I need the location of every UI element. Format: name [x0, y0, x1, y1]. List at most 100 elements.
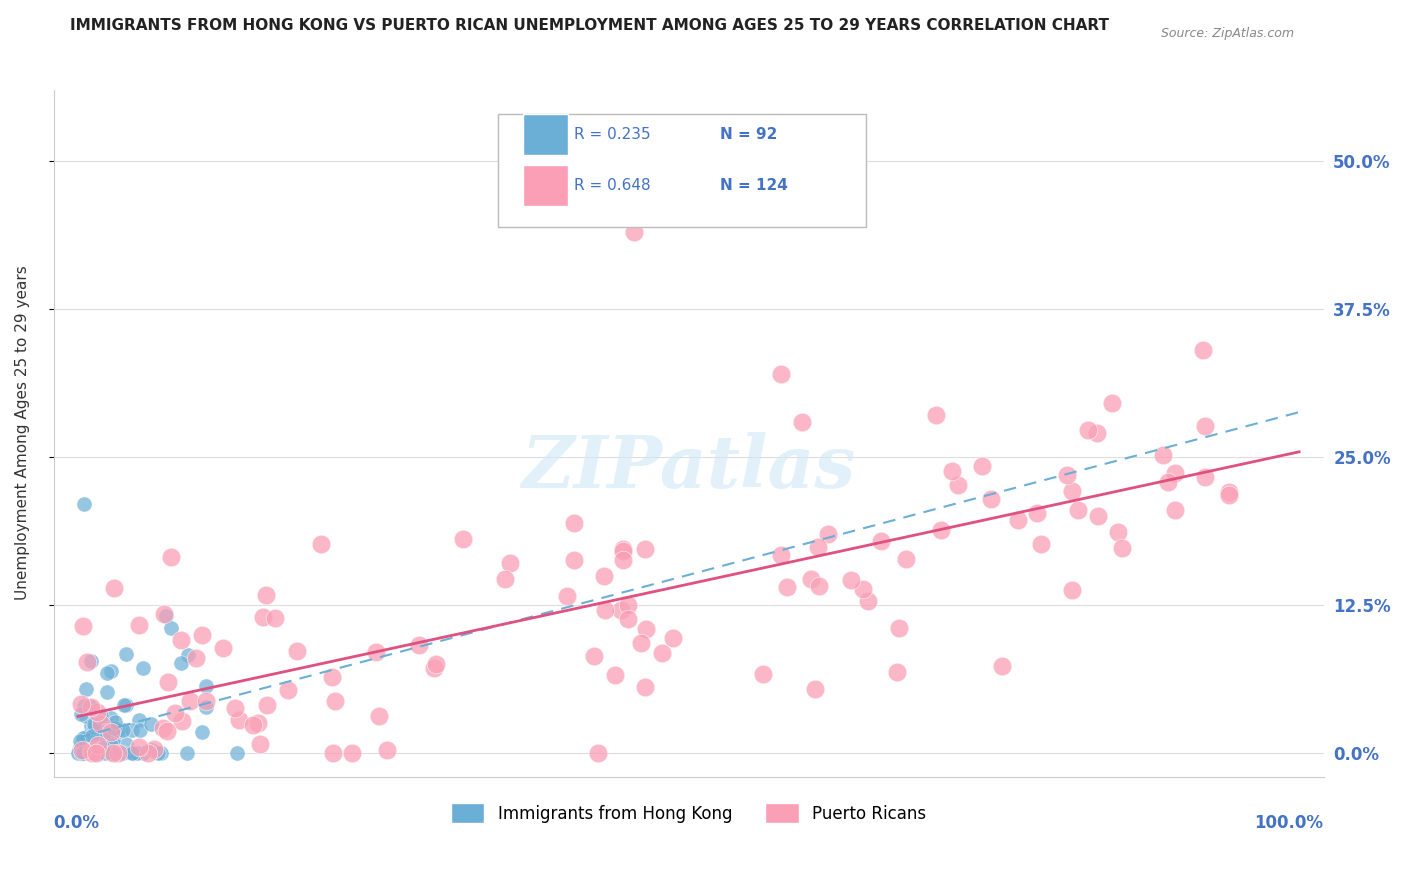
Point: [1029, 537, 1052, 551]
Text: R = 0.648: R = 0.648: [574, 178, 651, 194]
Point: [115, 698, 138, 712]
Point: [242, 718, 264, 732]
Point: [100, 734, 122, 748]
Point: [886, 665, 908, 680]
Point: [177, 648, 200, 662]
Point: [630, 636, 652, 650]
Point: [84, 746, 107, 760]
Point: [128, 618, 150, 632]
Point: [115, 647, 138, 661]
Point: [67, 746, 90, 760]
Point: [612, 541, 634, 556]
Point: [67, 743, 90, 757]
Point: [115, 737, 138, 751]
Point: [72, 698, 94, 713]
Point: [368, 709, 391, 723]
Point: [605, 668, 627, 682]
Point: [817, 526, 839, 541]
Point: [342, 746, 364, 760]
Point: [73, 746, 96, 760]
Point: [323, 694, 346, 708]
Point: [132, 661, 155, 675]
Point: [128, 713, 150, 727]
Point: [924, 409, 946, 423]
Point: [1111, 541, 1133, 556]
Point: [852, 582, 875, 597]
Point: [179, 694, 201, 708]
Point: [612, 553, 634, 567]
Point: [1157, 475, 1180, 490]
Point: [254, 588, 277, 602]
Point: [804, 681, 827, 696]
Point: [169, 633, 191, 648]
Point: [808, 579, 831, 593]
Point: [124, 746, 146, 760]
Point: [610, 602, 633, 616]
Point: [103, 722, 125, 736]
Point: [562, 552, 585, 566]
Point: [149, 746, 172, 760]
Point: [72, 731, 94, 745]
Point: [160, 549, 183, 564]
Y-axis label: Unemployment Among Ages 25 to 29 years: Unemployment Among Ages 25 to 29 years: [15, 266, 30, 600]
Point: [252, 610, 274, 624]
Text: ZIPatlas: ZIPatlas: [522, 432, 856, 503]
Point: [94, 724, 117, 739]
Point: [165, 706, 187, 721]
Point: [80, 729, 103, 743]
Point: [494, 572, 516, 586]
Point: [72, 746, 94, 760]
Point: [69, 741, 91, 756]
Point: [84, 725, 107, 739]
Point: [160, 621, 183, 635]
Point: [129, 723, 152, 737]
Point: [1056, 467, 1078, 482]
Point: [107, 746, 129, 760]
Point: [131, 746, 153, 760]
Point: [651, 646, 673, 660]
Point: [138, 746, 160, 760]
Point: [634, 680, 657, 694]
Point: [77, 746, 100, 760]
Point: [583, 649, 606, 664]
Point: [80, 699, 103, 714]
Point: [1107, 525, 1129, 540]
Point: [143, 742, 166, 756]
Point: [195, 679, 218, 693]
Point: [195, 694, 218, 708]
Point: [69, 746, 91, 760]
Point: [770, 549, 793, 563]
Point: [80, 744, 103, 758]
Point: [82, 746, 104, 760]
Point: [75, 746, 97, 760]
Point: [887, 621, 910, 635]
Point: [72, 619, 94, 633]
Point: [256, 698, 278, 713]
Point: [1026, 506, 1049, 520]
Point: [70, 737, 93, 751]
Point: [1060, 484, 1083, 499]
Point: [228, 713, 250, 727]
Point: [82, 746, 104, 760]
Point: [128, 740, 150, 755]
Point: [93, 727, 115, 741]
Point: [1194, 419, 1216, 434]
Point: [752, 666, 775, 681]
FancyBboxPatch shape: [523, 165, 568, 206]
Point: [562, 516, 585, 531]
Point: [1077, 424, 1099, 438]
Point: [870, 534, 893, 549]
Point: [841, 573, 863, 587]
Point: [408, 639, 430, 653]
Point: [121, 746, 143, 760]
Point: [69, 740, 91, 755]
Point: [80, 700, 103, 714]
Point: [100, 738, 122, 752]
Point: [931, 523, 953, 537]
Point: [72, 743, 94, 757]
Point: [111, 723, 134, 738]
Point: [1062, 583, 1084, 598]
Point: [1194, 470, 1216, 484]
FancyBboxPatch shape: [498, 113, 866, 227]
Point: [89, 746, 111, 760]
